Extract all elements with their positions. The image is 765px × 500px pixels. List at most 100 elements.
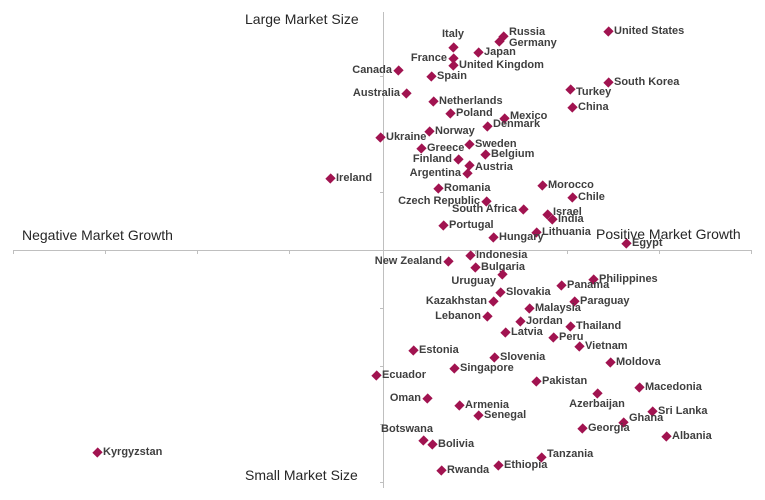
data-point-marker-rwanda [435, 464, 447, 476]
data-point-marker-spain [425, 70, 437, 82]
data-point-label-portugal: Portugal [449, 219, 494, 231]
data-point-marker-albania [660, 430, 672, 442]
data-point-label-albania: Albania [672, 430, 712, 442]
data-point-label-poland: Poland [456, 107, 493, 119]
data-point-marker-kazakhstan [487, 295, 499, 307]
data-point-marker-poland [444, 107, 456, 119]
data-point-label-moldova: Moldova [616, 356, 661, 368]
data-point-marker-new-zealand [442, 255, 454, 267]
data-point-label-finland: Finland [412, 153, 452, 165]
data-point-marker-denmark [481, 120, 493, 132]
data-point-marker-finland [452, 153, 464, 165]
data-point-label-denmark: Denmark [493, 118, 541, 130]
data-point-marker-portugal [437, 219, 449, 231]
data-point-label-france: France [410, 52, 447, 64]
data-point-marker-argentina [461, 167, 473, 179]
data-point-label-egypt: Egypt [632, 237, 663, 249]
data-point-marker-romania [432, 182, 444, 194]
quadrant-label-negative-market-growth: Negative Market Growth [22, 227, 173, 243]
data-point-label-romania: Romania [444, 182, 491, 194]
data-point-label-czech-republic: Czech Republic [398, 195, 480, 207]
data-point-marker-japan [472, 46, 484, 58]
data-point-label-austria: Austria [475, 161, 513, 173]
data-point-marker-netherlands [427, 95, 439, 107]
data-point-marker-indonesia [464, 249, 476, 261]
data-point-marker-italy [447, 41, 459, 53]
data-point-marker-austria [463, 159, 475, 171]
data-point-label-turkey: Turkey [576, 86, 612, 98]
data-point-label-netherlands: Netherlands [439, 95, 503, 107]
data-point-label-spain: Spain [437, 70, 467, 82]
data-point-label-azerbaijan: Azerbaijan [569, 398, 625, 410]
y-axis-tick [380, 76, 384, 77]
quadrant-label-small-market-size: Small Market Size [245, 467, 358, 483]
data-point-marker-greece [415, 142, 427, 154]
data-point-label-jordan: Jordan [526, 315, 563, 327]
data-point-label-norway: Norway [435, 125, 475, 137]
data-point-marker-chile [566, 191, 578, 203]
x-axis-tick [475, 250, 476, 254]
x-axis-tick [567, 250, 568, 254]
y-axis-tick [380, 482, 384, 483]
data-point-label-philippines: Philippines [599, 273, 658, 285]
x-axis-tick [197, 250, 198, 254]
x-axis-tick [105, 250, 106, 254]
data-point-marker-oman [421, 392, 433, 404]
data-point-label-russia: Russia [509, 26, 546, 38]
data-point-marker-sweden [463, 138, 475, 150]
data-point-label-morocco: Morocco [548, 179, 594, 191]
data-point-label-paraguay: Paraguay [580, 295, 630, 307]
y-axis-tick [380, 424, 384, 425]
data-point-marker-china [566, 101, 578, 113]
data-point-label-china: China [578, 101, 609, 113]
data-point-label-malaysia: Malaysia [535, 302, 581, 314]
quadrant-label-large-market-size: Large Market Size [245, 11, 359, 27]
data-point-label-argentina: Argentina [409, 167, 461, 179]
data-point-label-bolivia: Bolivia [438, 438, 475, 450]
data-point-marker-morocco [536, 179, 548, 191]
data-point-label-ethiopia: Ethiopia [504, 459, 548, 471]
data-point-marker-malaysia [523, 302, 535, 314]
data-point-label-ukraine: Ukraine [386, 131, 427, 143]
data-point-label-kazakhstan: Kazakhstan [425, 295, 487, 307]
data-point-label-belgium: Belgium [491, 148, 535, 160]
data-point-label-india: India [558, 213, 584, 225]
data-point-label-japan: Japan [484, 46, 516, 58]
x-axis-line [13, 250, 751, 251]
data-point-marker-turkey [564, 83, 576, 95]
data-point-label-canada: Canada [352, 64, 392, 76]
x-axis-tick [659, 250, 660, 254]
data-point-label-greece: Greece [427, 142, 465, 154]
data-point-marker-lebanon [481, 310, 493, 322]
data-point-marker-kyrgyzstan [91, 446, 103, 458]
data-point-marker-slovakia [494, 286, 506, 298]
y-axis-tick [380, 366, 384, 367]
data-point-marker-ecuador [370, 369, 382, 381]
data-point-label-pakistan: Pakistan [542, 375, 588, 387]
data-point-label-senegal: Senegal [484, 409, 527, 421]
data-point-label-germany: Germany [509, 37, 557, 49]
data-point-label-ecuador: Ecuador [382, 369, 427, 381]
data-point-marker-azerbaijan [591, 387, 603, 399]
data-point-label-united-kingdom: United Kingdom [459, 59, 544, 71]
data-point-label-bulgaria: Bulgaria [481, 261, 526, 273]
data-point-label-south-korea: South Korea [614, 76, 680, 88]
data-point-label-macedonia: Macedonia [645, 381, 702, 393]
data-point-marker-panama [555, 279, 567, 291]
data-point-marker-moldova [604, 356, 616, 368]
data-point-label-armenia: Armenia [465, 399, 510, 411]
x-axis-tick [289, 250, 290, 254]
data-point-label-united-states: United States [614, 25, 685, 37]
data-point-label-chile: Chile [578, 191, 605, 203]
data-point-label-mexico: Mexico [510, 110, 548, 122]
y-axis-tick [380, 308, 384, 309]
data-point-label-slovenia: Slovenia [500, 351, 546, 363]
data-point-marker-armenia [453, 399, 465, 411]
data-point-marker-estonia [407, 344, 419, 356]
data-point-marker-macedonia [633, 381, 645, 393]
data-point-label-uruguay: Uruguay [451, 275, 496, 287]
x-axis-tick [751, 250, 752, 254]
data-point-label-georgia: Georgia [588, 422, 630, 434]
data-point-label-peru: Peru [559, 331, 584, 343]
